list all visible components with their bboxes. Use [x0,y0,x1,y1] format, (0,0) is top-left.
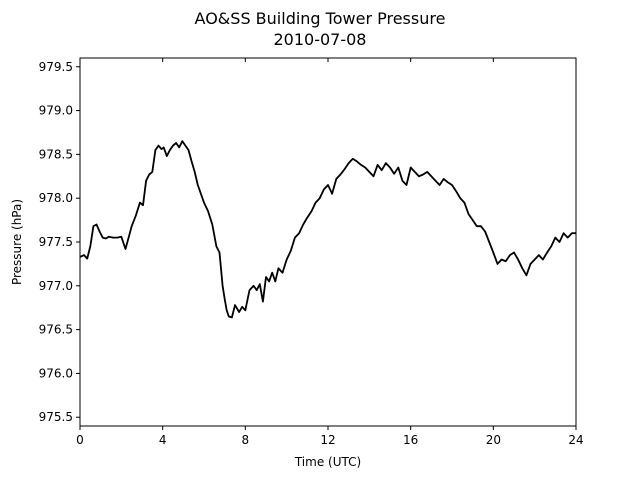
y-tick-label: 977.0 [39,279,73,293]
chart-subtitle: 2010-07-08 [274,30,367,49]
y-tick-label: 976.5 [39,323,73,337]
y-tick-label: 979.5 [39,60,73,74]
x-tick-label: 16 [403,433,418,447]
x-tick-label: 8 [242,433,250,447]
y-tick-label: 975.5 [39,410,73,424]
x-tick-label: 0 [76,433,84,447]
x-tick-label: 24 [568,433,583,447]
y-tick-label: 977.5 [39,235,73,249]
y-axis-label: Pressure (hPa) [10,199,24,285]
plot-frame [79,57,577,427]
x-tick-label: 20 [486,433,501,447]
y-tick-label: 978.0 [39,191,73,205]
x-tick-label: 4 [159,433,167,447]
pressure-series-line [79,140,576,319]
chart-title: AO&SS Building Tower Pressure [195,9,446,28]
y-tick-label: 979.0 [39,104,73,118]
x-tick-label: 12 [320,433,335,447]
x-axis-label: Time (UTC) [294,455,361,469]
y-tick-label: 978.5 [39,147,73,161]
y-tick-label: 976.0 [39,366,73,380]
plot-marks: 0 4 8 12 16 20 24 975.5 976.0 976.5 977.0 977.5 978.… [39,58,584,447]
